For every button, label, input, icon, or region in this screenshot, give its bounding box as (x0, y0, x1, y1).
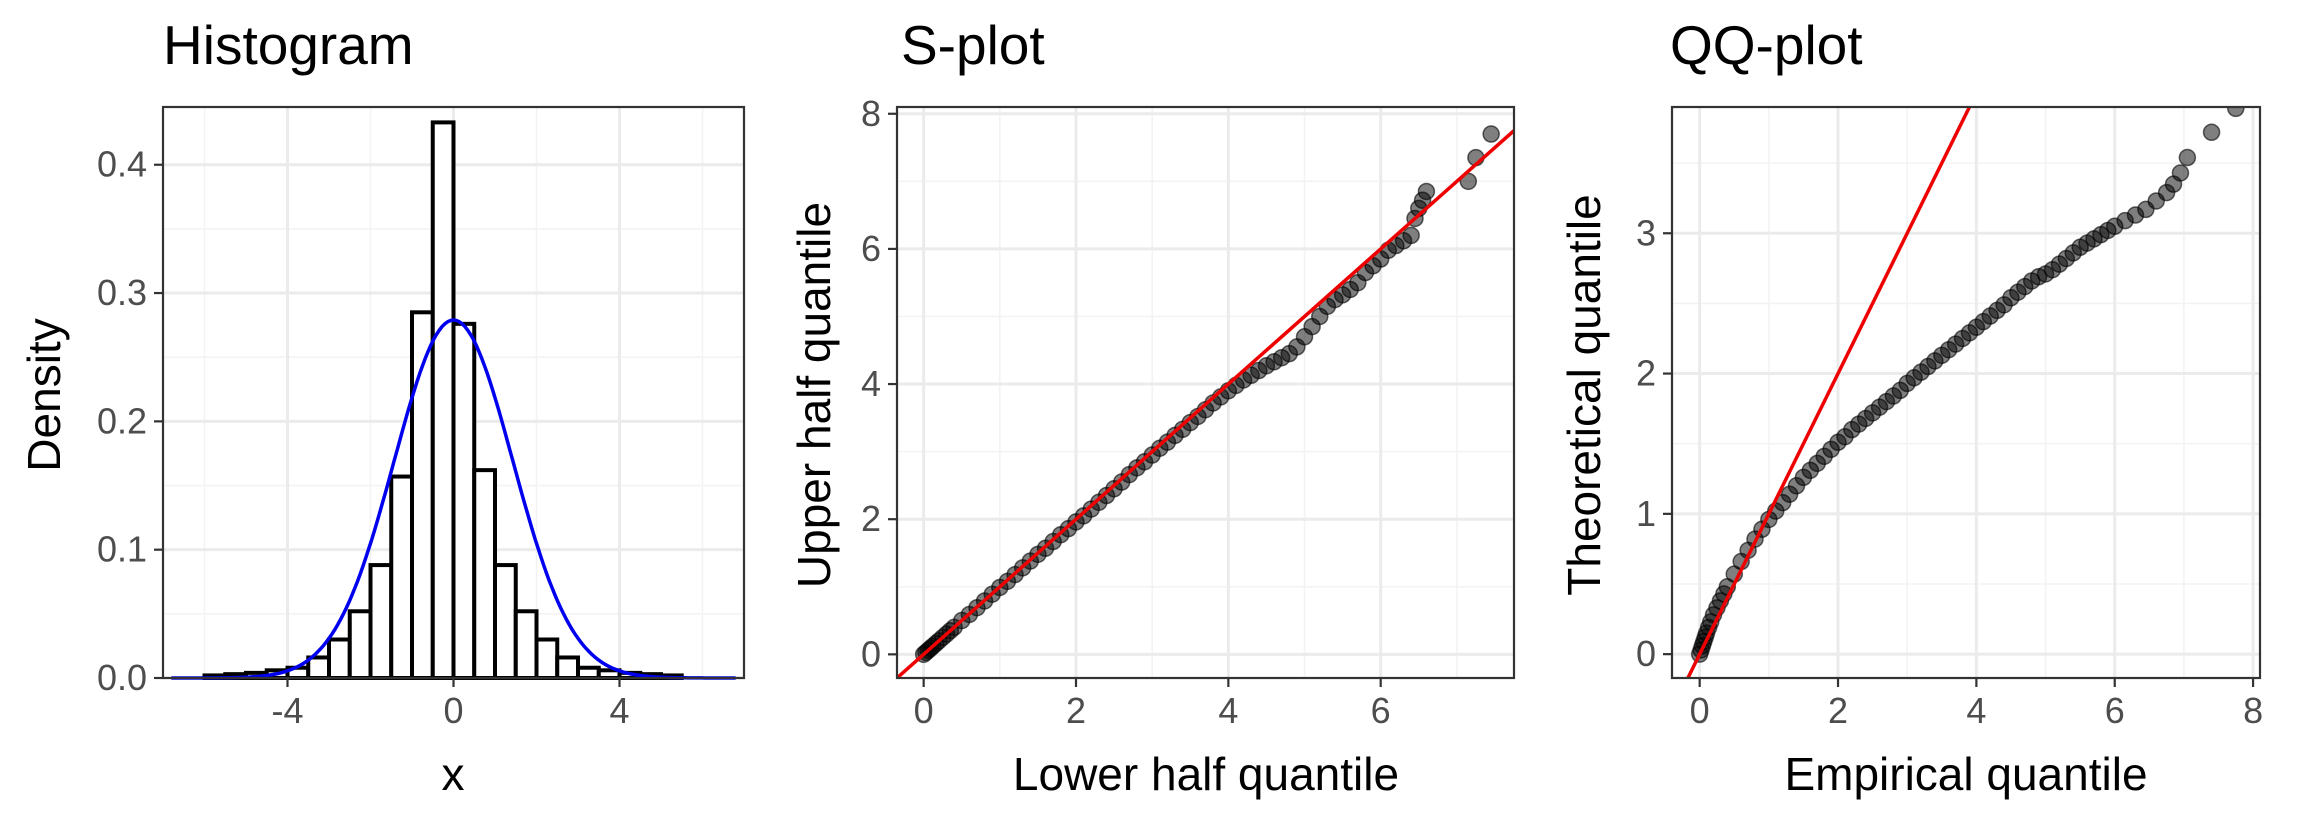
histogram-bar (347, 609, 373, 681)
s-plot-y-tick-label: 2 (861, 498, 881, 539)
qq-plot-point (2227, 107, 2245, 118)
histogram-y-tick-label: 0.4 (97, 144, 147, 185)
s-plot-point (1482, 125, 1500, 143)
s-plot-x-tick-label: 0 (914, 690, 934, 731)
qq-plot-x-tick-label: 8 (2243, 690, 2263, 731)
s-plot-x-tick-label: 2 (1066, 690, 1086, 731)
qq-plot-x-tick-label: 6 (2105, 690, 2125, 731)
s-plot-reference-line (897, 128, 1514, 678)
qq-plot-point (2178, 148, 2197, 167)
qq-plot-y-tick-label: 1 (1636, 493, 1656, 534)
histogram-x-tick-label: 0 (443, 690, 463, 731)
s-plot-marks (897, 125, 1514, 678)
histogram-bar (430, 120, 456, 680)
histogram-x-tick-label: -4 (271, 690, 303, 731)
s-plot-axes: 0 2 4 6 0 2 4 6 8 (861, 93, 1516, 731)
histogram-bar (576, 665, 601, 680)
s-plot-panel: S-plot 0 2 4 6 0 2 4 6 8 Lower half quantile Upp… (788, 14, 1516, 800)
histogram-y-tick-label: 0.3 (97, 272, 147, 313)
s-plot-x-tick-label: 6 (1371, 690, 1391, 731)
qq-plot-panel: QQ-plot 0 2 4 6 8 0 1 2 3 Empirical quantile The… (1558, 14, 2263, 800)
histogram-y-tick-label: 0.0 (97, 657, 147, 698)
qq-plot-x-tick-label: 4 (1966, 690, 1986, 731)
histogram-x-tick-label: 4 (609, 690, 629, 731)
histogram-x-axis-title: x (442, 748, 465, 800)
s-plot-y-tick-label: 4 (861, 363, 881, 404)
qq-plot-x-tick-label: 2 (1828, 690, 1848, 731)
histogram-bar (327, 637, 352, 680)
histogram-y-tick-label: 0.1 (97, 529, 147, 570)
histogram-y-axis-title: Density (18, 318, 70, 471)
s-plot-y-tick-label: 8 (861, 93, 881, 134)
qq-plot-panel-border (1670, 105, 2262, 680)
qq-plot-grid (1672, 107, 2260, 678)
s-plot-x-axis-title: Lower half quantile (1013, 748, 1399, 800)
qq-plot-points (1690, 107, 2245, 663)
histogram-bar (368, 563, 394, 680)
histogram-bar (451, 321, 477, 680)
s-plot-title: S-plot (901, 14, 1045, 76)
histogram-axes: -4 0 4 0.0 0.1 0.2 0.3 0.4 (97, 105, 746, 731)
histogram-title: Histogram (163, 14, 414, 76)
s-plot-y-tick-label: 6 (861, 228, 881, 269)
histogram-y-tick-label: 0.2 (97, 400, 147, 441)
qq-plot-x-tick-label: 0 (1690, 690, 1710, 731)
histogram-bar (513, 609, 539, 681)
qq-plot-marks (1685, 107, 2245, 678)
histogram-panel: Histogram -4 0 4 0.0 0.1 0.2 0.3 0.4 x Density (18, 14, 746, 800)
qq-plot-y-tick-label: 3 (1636, 212, 1656, 253)
qq-plot-axes: 0 2 4 6 8 0 1 2 3 (1636, 105, 2263, 731)
histogram-marks (171, 120, 736, 681)
histogram-bar (306, 655, 331, 681)
s-plot-y-tick-label: 0 (861, 633, 881, 674)
qq-plot-title: QQ-plot (1670, 14, 1863, 76)
s-plot-x-tick-label: 4 (1218, 690, 1238, 731)
qq-plot-point (2171, 164, 2190, 182)
s-plot-point (1402, 226, 1420, 245)
qq-plot-reference-line (1685, 107, 1972, 678)
qq-plot-x-axis-title: Empirical quantile (1784, 748, 2147, 800)
s-plot-y-axis-title: Upper half quantile (788, 202, 840, 588)
histogram-bar (493, 563, 518, 680)
histogram-bar (472, 468, 497, 680)
qq-plot-y-tick-label: 2 (1636, 353, 1656, 394)
s-plot-grid (897, 107, 1514, 678)
histogram-density-curve (171, 318, 736, 680)
histogram-bar (389, 474, 414, 681)
qq-plot-y-axis-title: Theoretical quantile (1558, 194, 1610, 595)
qq-plot-point (2202, 123, 2221, 142)
qq-plot-y-tick-label: 0 (1636, 633, 1656, 674)
s-plot-point (1417, 182, 1436, 201)
s-plot-panel-border (895, 105, 1516, 680)
histogram-bar (555, 655, 580, 681)
histogram-bar (534, 637, 560, 680)
